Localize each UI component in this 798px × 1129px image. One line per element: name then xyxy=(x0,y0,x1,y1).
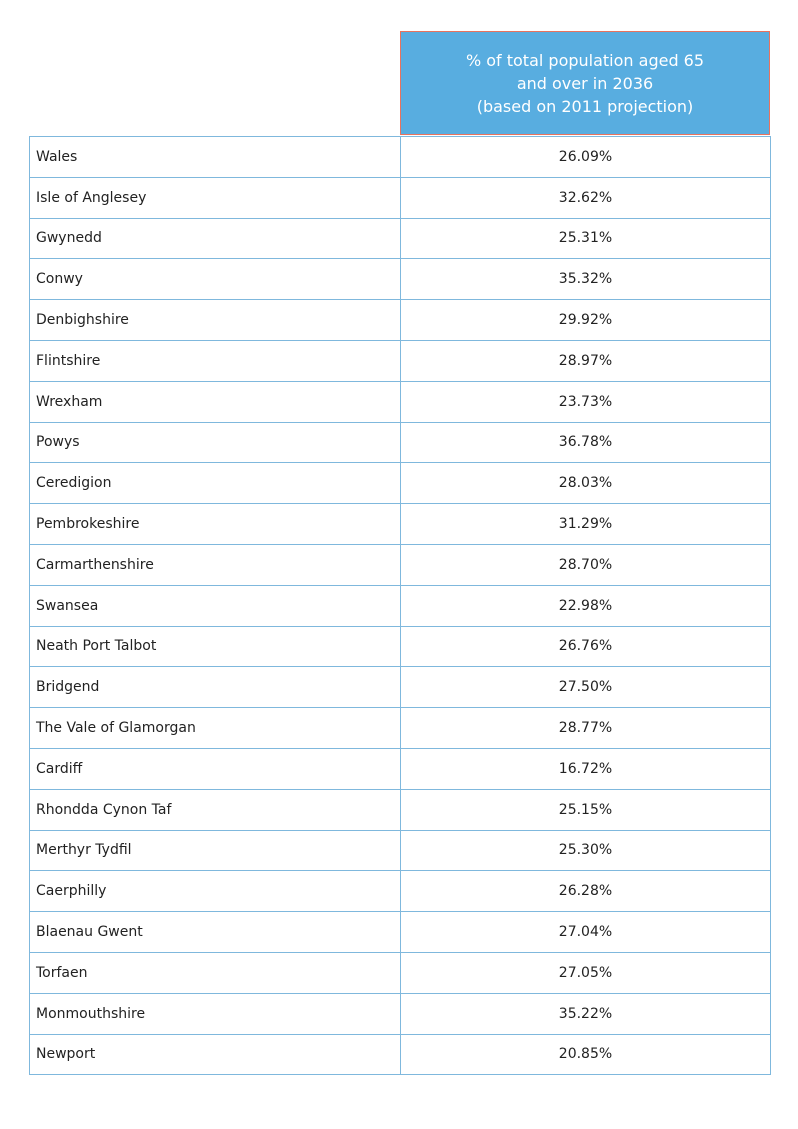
percentage-cell: 27.05% xyxy=(400,951,771,994)
percentage-cell: 29.92% xyxy=(400,299,771,341)
percentage-cell: 28.70% xyxy=(400,543,771,586)
region-cell: Blaenau Gwent xyxy=(29,911,401,953)
percentage-cell: 28.97% xyxy=(400,339,771,382)
region-cell: Monmouthshire xyxy=(29,992,401,1035)
table-row: Torfaen 27.05% xyxy=(29,951,771,994)
percentage-cell: 28.77% xyxy=(400,707,771,749)
table-row: Merthyr Tydfil 25.30% xyxy=(29,829,771,872)
region-cell: Caerphilly xyxy=(29,870,401,913)
table-row: Rhondda Cynon Taf 25.15% xyxy=(29,788,771,831)
table-row: Swansea 22.98% xyxy=(29,584,771,627)
table-row: Caerphilly 26.28% xyxy=(29,870,771,913)
percentage-cell: 28.03% xyxy=(400,462,771,505)
region-cell: Conwy xyxy=(29,258,401,301)
table-row: Denbighshire 29.92% xyxy=(29,299,771,341)
table-row: Carmarthenshire 28.70% xyxy=(29,543,771,586)
header-line-3: (based on 2011 projection) xyxy=(476,96,694,116)
population-table: Wales 26.09% Isle of Anglesey 32.62% Gwynedd… xyxy=(29,136,771,1076)
percentage-cell: 25.30% xyxy=(400,829,771,872)
table-row: Cardiff 16.72% xyxy=(29,747,771,790)
region-cell: Gwynedd xyxy=(29,217,401,260)
table-row: Wrexham 23.73% xyxy=(29,380,771,423)
percentage-cell: 26.09% xyxy=(400,136,771,178)
percentage-cell: 20.85% xyxy=(400,1033,771,1076)
percentage-cell: 36.78% xyxy=(400,421,771,464)
region-cell: The Vale of Glamorgan xyxy=(29,707,401,749)
region-cell: Pembrokeshire xyxy=(29,503,401,545)
column-header: % of total population aged 65 and over i… xyxy=(400,31,770,135)
table-row: Bridgend 27.50% xyxy=(29,666,771,709)
region-cell: Flintshire xyxy=(29,339,401,382)
table-row: Ceredigion 28.03% xyxy=(29,462,771,505)
region-cell: Powys xyxy=(29,421,401,464)
region-cell: Wrexham xyxy=(29,380,401,423)
percentage-cell: 26.76% xyxy=(400,625,771,668)
region-cell: Torfaen xyxy=(29,951,401,994)
percentage-cell: 25.31% xyxy=(400,217,771,260)
region-cell: Wales xyxy=(29,136,401,178)
region-cell: Merthyr Tydfil xyxy=(29,829,401,872)
header-line-2: and over in 2036 xyxy=(516,73,654,93)
table-row: Monmouthshire 35.22% xyxy=(29,992,771,1035)
table-row: Wales 26.09% xyxy=(29,136,771,178)
percentage-cell: 26.28% xyxy=(400,870,771,913)
region-cell: Denbighshire xyxy=(29,299,401,341)
percentage-cell: 35.32% xyxy=(400,258,771,301)
percentage-cell: 27.50% xyxy=(400,666,771,709)
table-row: Neath Port Talbot 26.76% xyxy=(29,625,771,668)
header-line-1: % of total population aged 65 xyxy=(465,50,705,70)
table-row: Pembrokeshire 31.29% xyxy=(29,503,771,545)
table-row: The Vale of Glamorgan 28.77% xyxy=(29,707,771,749)
percentage-cell: 25.15% xyxy=(400,788,771,831)
table-row: Conwy 35.32% xyxy=(29,258,771,301)
region-cell: Isle of Anglesey xyxy=(29,176,401,219)
percentage-cell: 16.72% xyxy=(400,747,771,790)
table-row: Powys 36.78% xyxy=(29,421,771,464)
table-row: Gwynedd 25.31% xyxy=(29,217,771,260)
percentage-cell: 35.22% xyxy=(400,992,771,1035)
region-cell: Ceredigion xyxy=(29,462,401,505)
region-cell: Newport xyxy=(29,1033,401,1076)
region-cell: Bridgend xyxy=(29,666,401,709)
table-row: Flintshire 28.97% xyxy=(29,339,771,382)
region-cell: Swansea xyxy=(29,584,401,627)
region-cell: Neath Port Talbot xyxy=(29,625,401,668)
table-body: Wales 26.09% Isle of Anglesey 32.62% Gwynedd… xyxy=(29,136,771,1076)
region-cell: Cardiff xyxy=(29,747,401,790)
percentage-cell: 27.04% xyxy=(400,911,771,953)
region-cell: Carmarthenshire xyxy=(29,543,401,586)
region-cell: Rhondda Cynon Taf xyxy=(29,788,401,831)
percentage-cell: 23.73% xyxy=(400,380,771,423)
table-row: Blaenau Gwent 27.04% xyxy=(29,911,771,953)
table-row: Newport 20.85% xyxy=(29,1033,771,1076)
table-row: Isle of Anglesey 32.62% xyxy=(29,176,771,219)
percentage-cell: 22.98% xyxy=(400,584,771,627)
column-header-text: % of total population aged 65 and over i… xyxy=(455,49,715,118)
percentage-cell: 31.29% xyxy=(400,503,771,545)
percentage-cell: 32.62% xyxy=(400,176,771,219)
